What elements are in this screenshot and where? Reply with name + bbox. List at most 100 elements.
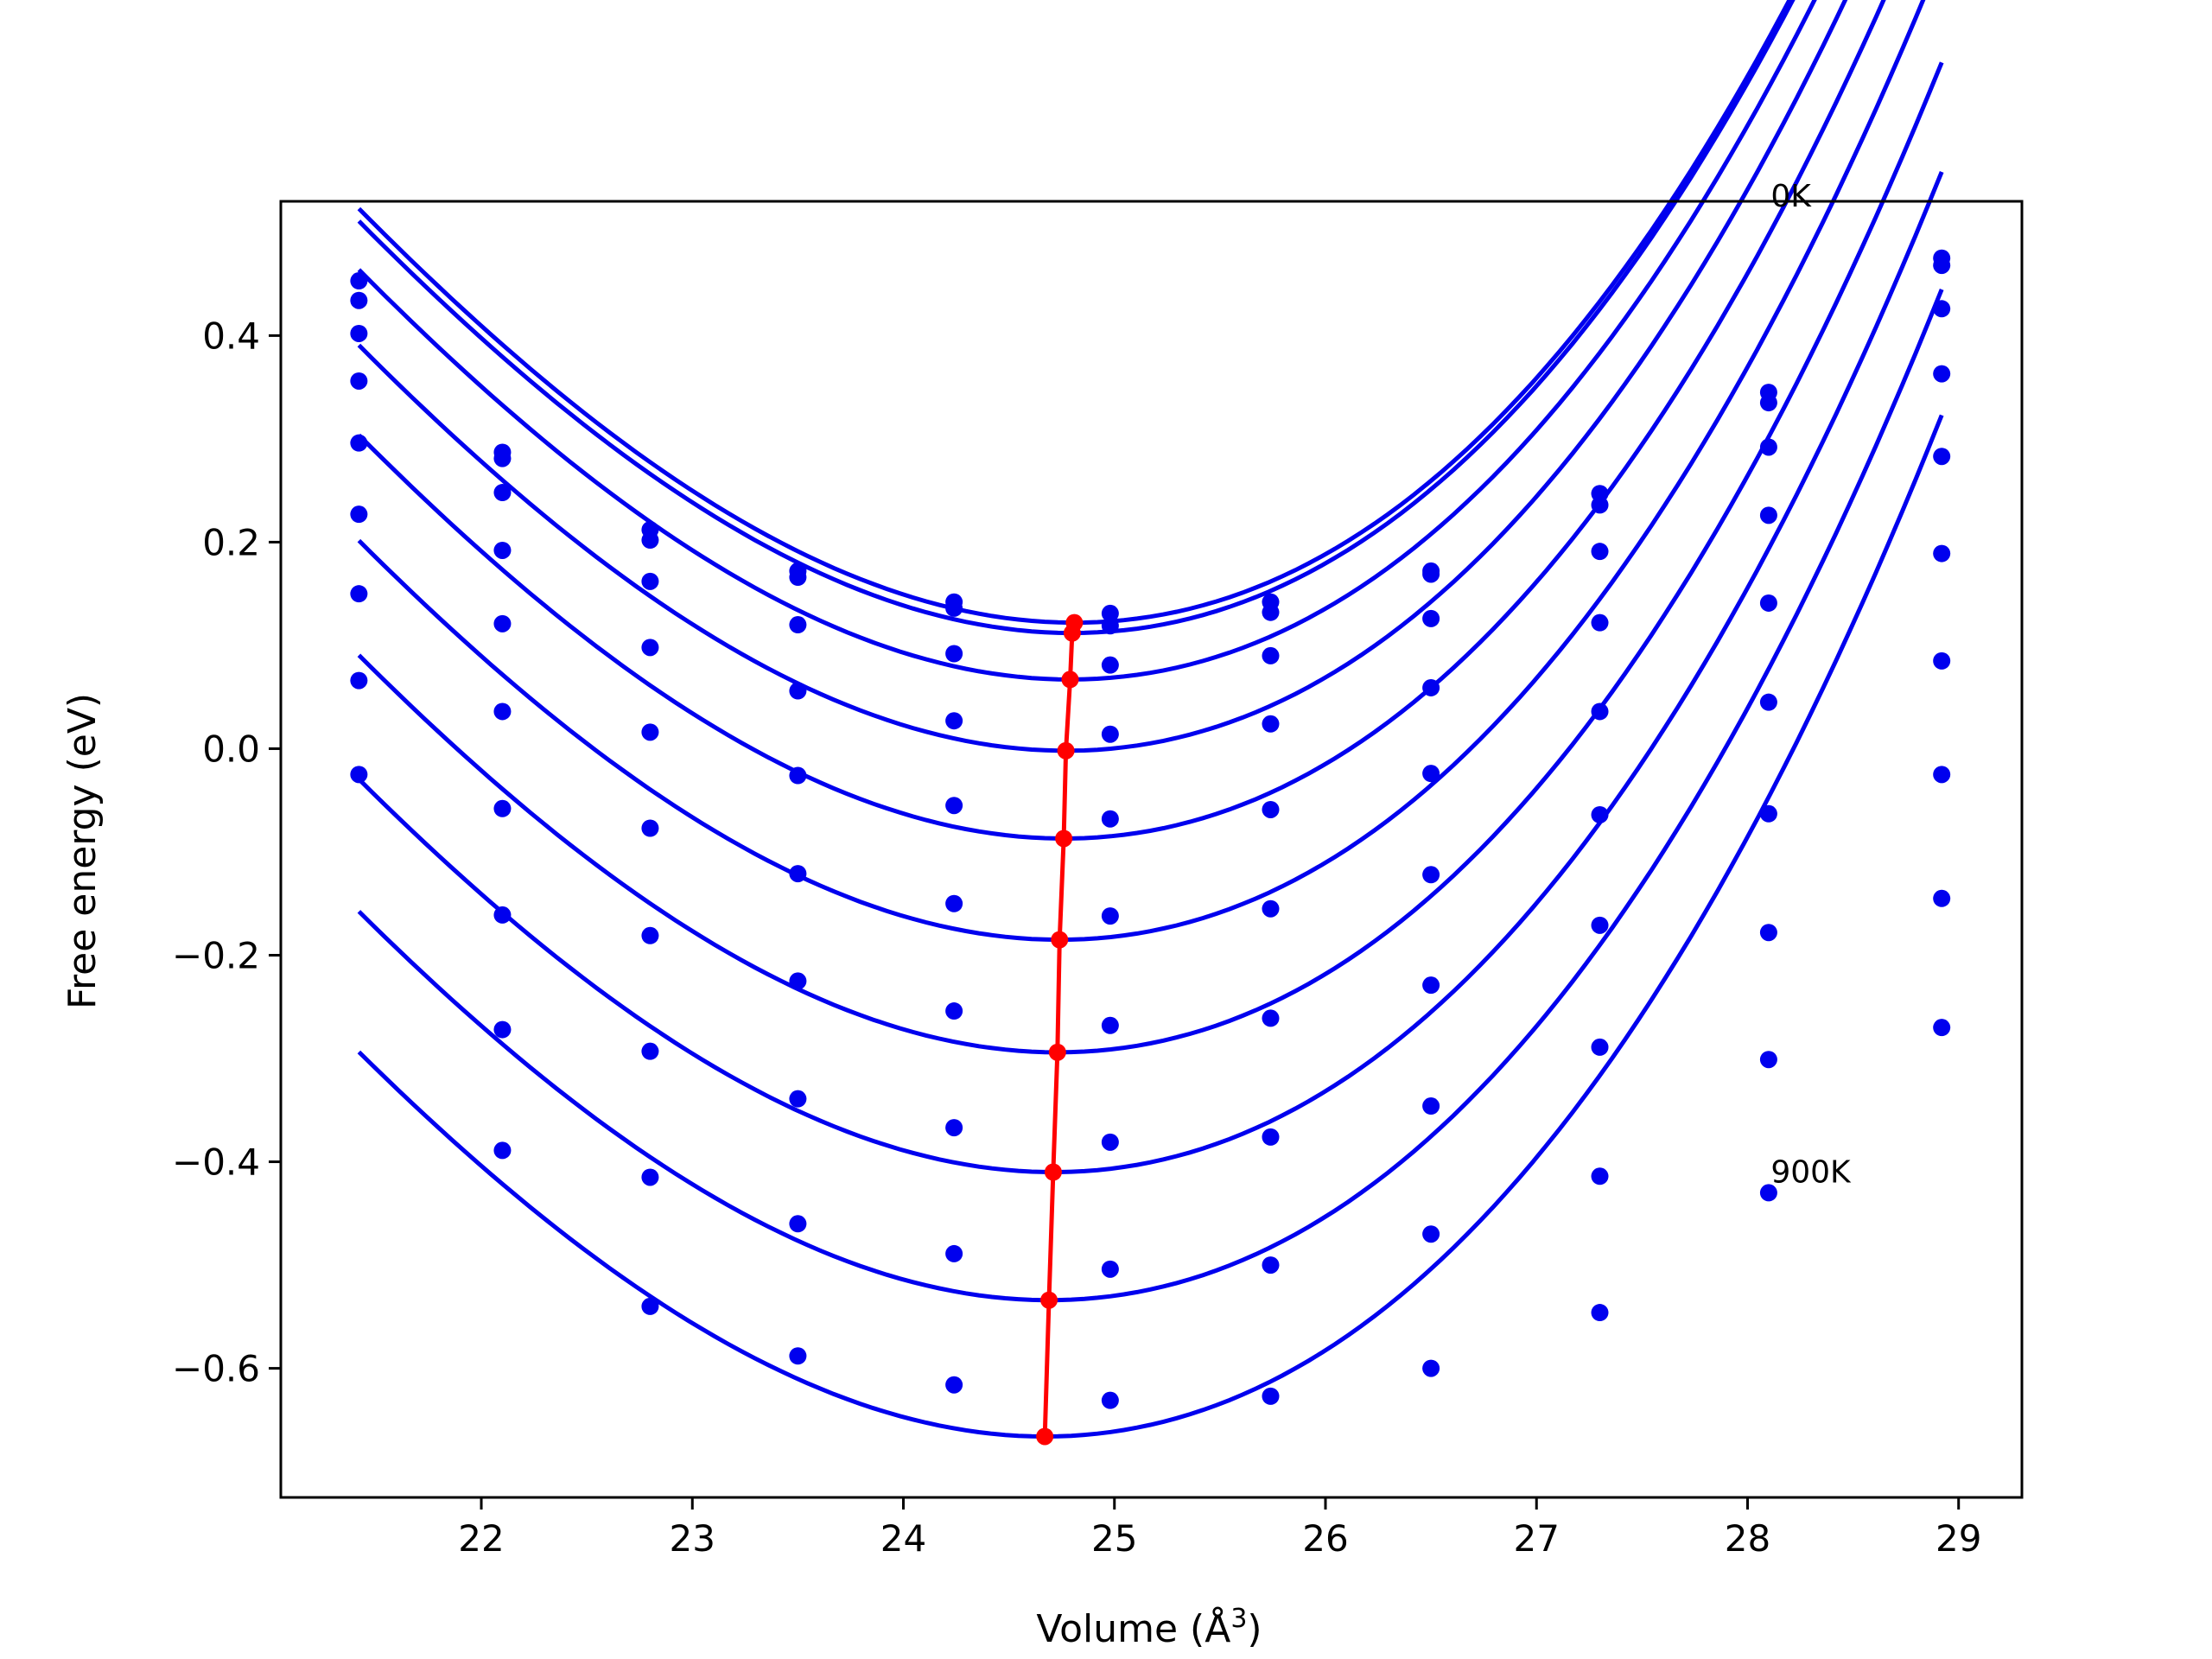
minimum-point-1	[1063, 624, 1081, 642]
data-point-6-5	[1101, 1016, 1119, 1034]
data-point-6-1	[493, 799, 512, 817]
data-point-5-5	[1101, 907, 1119, 925]
data-point-1-1	[493, 449, 512, 467]
data-point-0-0	[350, 272, 368, 290]
data-point-6-2	[641, 926, 659, 944]
data-point-3-1	[493, 541, 512, 559]
data-point-6-7	[1422, 976, 1440, 995]
data-point-2-1	[493, 484, 512, 502]
data-point-2-2	[641, 572, 659, 590]
data-point-8-8	[1591, 1167, 1609, 1185]
fit-curves	[357, 0, 1944, 1440]
data-point-4-0	[350, 434, 368, 452]
data-point-4-4	[945, 797, 963, 815]
data-point-9-9	[1759, 1184, 1777, 1202]
x-tick-label-23: 23	[670, 1517, 715, 1560]
y-tick-label-2: 0.0	[202, 728, 260, 770]
data-point-5-0	[350, 505, 368, 524]
data-point-8-3	[789, 1215, 807, 1233]
x-tick-label-27: 27	[1514, 1517, 1560, 1560]
data-point-9-5	[1101, 1391, 1119, 1409]
data-point-2-0	[350, 324, 368, 342]
x-tick-label-26: 26	[1302, 1517, 1348, 1560]
data-point-6-6	[1262, 1009, 1280, 1027]
data-point-8-6	[1262, 1256, 1280, 1274]
data-point-5-4	[945, 894, 963, 912]
data-point-3-9	[1759, 506, 1777, 524]
minimum-point-3	[1057, 741, 1075, 760]
y-tick-label-1: 0.2	[202, 521, 260, 563]
data-point-2-5	[1101, 656, 1119, 674]
data-points	[350, 249, 1951, 1409]
fit-curve-1	[357, 0, 1796, 636]
data-point-5-8	[1591, 805, 1609, 823]
minimum-point-9	[1036, 1427, 1054, 1446]
data-point-7-3	[789, 1090, 807, 1108]
data-point-3-4	[945, 712, 963, 730]
data-point-9-6	[1262, 1387, 1280, 1405]
data-point-8-1	[493, 1020, 512, 1039]
data-point-7-9	[1759, 924, 1777, 942]
data-point-6-4	[945, 1002, 963, 1020]
data-point-6-0	[350, 585, 368, 603]
fit-curve-0	[357, 0, 1792, 626]
minimum-point-4	[1055, 830, 1073, 848]
fit-curve-2	[357, 0, 1817, 682]
data-point-5-7	[1422, 866, 1440, 884]
data-point-7-6	[1262, 1128, 1280, 1146]
data-point-9-7	[1422, 1359, 1440, 1377]
data-point-3-6	[1262, 715, 1280, 733]
data-point-1-5	[1101, 617, 1119, 635]
data-point-3-3	[789, 682, 807, 700]
data-point-6-10	[1933, 652, 1951, 670]
data-point-9-8	[1591, 1304, 1609, 1322]
data-point-9-3	[789, 1347, 807, 1365]
data-point-1-10	[1933, 257, 1951, 275]
x-tick-label-22: 22	[458, 1517, 504, 1560]
data-point-1-9	[1759, 394, 1777, 412]
data-point-9-1	[493, 1141, 512, 1160]
plot-frame	[279, 200, 2024, 1499]
data-point-8-2	[641, 1168, 659, 1186]
data-point-7-7	[1422, 1097, 1440, 1116]
data-point-4-5	[1101, 810, 1119, 828]
annotation-1: 900K	[1770, 1154, 1852, 1190]
data-point-9-4	[945, 1376, 963, 1394]
data-point-5-6	[1262, 899, 1280, 918]
fit-curve-4	[357, 0, 1886, 841]
data-point-3-8	[1591, 613, 1609, 632]
data-point-8-5	[1101, 1260, 1119, 1278]
data-point-9-10	[1933, 1019, 1951, 1037]
x-axis-title: Volume (Å3)	[1036, 1604, 1262, 1652]
fit-curve-9	[357, 414, 1944, 1440]
data-point-5-1	[493, 702, 512, 721]
data-point-7-8	[1591, 1038, 1609, 1056]
y-tick-label-3: −0.2	[172, 935, 260, 977]
data-point-1-3	[789, 569, 807, 587]
fit-curve-7	[357, 170, 1944, 1175]
data-point-3-7	[1422, 678, 1440, 696]
x-tick-label-25: 25	[1091, 1517, 1137, 1560]
data-point-2-6	[1262, 646, 1280, 664]
data-point-0-5	[1101, 604, 1119, 622]
data-point-8-0	[350, 766, 368, 784]
data-point-1-7	[1422, 565, 1440, 583]
data-point-4-6	[1262, 800, 1280, 818]
y-tick-label-5: −0.6	[172, 1348, 260, 1390]
x-tick-label-24: 24	[880, 1517, 926, 1560]
data-point-7-1	[493, 906, 512, 924]
minimum-volume-line	[1036, 613, 1084, 1446]
data-point-2-7	[1422, 609, 1440, 627]
data-point-6-9	[1759, 804, 1777, 823]
data-point-8-4	[945, 1244, 963, 1262]
y-tick-label-4: −0.4	[172, 1141, 260, 1184]
data-point-2-10	[1933, 300, 1951, 318]
annotation-0: 0K	[1770, 179, 1812, 214]
fit-curve-3	[357, 0, 1848, 753]
data-point-1-0	[350, 291, 368, 309]
data-point-6-8	[1591, 916, 1609, 934]
data-point-7-5	[1101, 1133, 1119, 1151]
data-point-3-5	[1101, 725, 1119, 743]
data-point-4-10	[1933, 448, 1951, 466]
minimum-line-path	[1042, 622, 1077, 1437]
